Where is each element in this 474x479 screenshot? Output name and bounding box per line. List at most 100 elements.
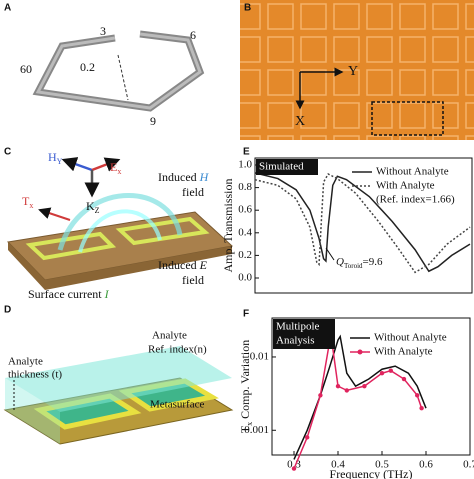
annotation-sub: Toroid bbox=[344, 262, 363, 270]
axis-label: Y bbox=[348, 64, 358, 79]
x-tick-label: 0.6 bbox=[419, 459, 433, 471]
annotation-suffix: =9.6 bbox=[363, 256, 383, 268]
y-tick-label: 0.6 bbox=[238, 204, 252, 216]
dim: 9 bbox=[150, 114, 156, 128]
e-sub: x bbox=[117, 167, 121, 176]
e-arrow bbox=[91, 157, 121, 172]
panel-b: B Y X bbox=[240, 0, 474, 140]
i-symbol: I bbox=[104, 287, 110, 301]
series-line bbox=[254, 172, 471, 273]
y-tick-label: 0.2 bbox=[238, 249, 252, 261]
series-marker bbox=[419, 406, 424, 411]
t-sub: x bbox=[29, 201, 33, 210]
h-symbol: H bbox=[199, 170, 210, 184]
x-axis-label: Frequency (THz) bbox=[330, 467, 413, 479]
e-symbol: E bbox=[199, 258, 208, 272]
annotation: field bbox=[182, 185, 204, 199]
axis-label: X bbox=[295, 114, 305, 129]
x-tick-label: 0.7 bbox=[463, 459, 474, 471]
charts: 0.0 0.2 0.4 0.6 0.8 1.0 Without Analyte With An… bbox=[221, 157, 474, 479]
y-label-sub: x bbox=[245, 422, 254, 426]
induced: Induced bbox=[158, 258, 197, 272]
series-marker bbox=[415, 393, 420, 398]
panel-label: F bbox=[243, 309, 249, 320]
induced: Induced bbox=[158, 170, 197, 184]
annotation-main: Q bbox=[336, 256, 344, 268]
panel-label: A bbox=[4, 3, 11, 14]
legend-marker bbox=[357, 349, 363, 355]
dim: 60 bbox=[20, 62, 32, 76]
legend-label: With Analyte bbox=[374, 346, 433, 358]
annotation: Induced E bbox=[158, 258, 208, 272]
dim: 0.2 bbox=[80, 60, 95, 74]
plot-frame bbox=[271, 317, 471, 456]
x-tick-label: 0.5 bbox=[375, 459, 389, 471]
y-tick-label: 0.4 bbox=[238, 226, 252, 238]
chart-title: Analysis bbox=[276, 335, 315, 347]
chart-title: Simulated bbox=[259, 161, 304, 173]
annotation-pointer bbox=[325, 247, 335, 261]
y-axis-label: Amp. Transmission bbox=[221, 178, 235, 272]
resonator bbox=[25, 216, 210, 261]
y-label-rest: Comp. Variation bbox=[238, 340, 252, 422]
dim: 6 bbox=[190, 28, 196, 42]
plot-frame bbox=[254, 157, 473, 294]
series-marker bbox=[344, 388, 349, 393]
k: K bbox=[86, 199, 95, 213]
annotation: Metasurface bbox=[150, 399, 204, 411]
field-loop bbox=[57, 192, 183, 251]
selection bbox=[371, 101, 444, 136]
h-arrow bbox=[61, 157, 93, 172]
series-line bbox=[293, 337, 423, 469]
analyte-layer bbox=[5, 346, 232, 412]
annotation: Induced H bbox=[158, 170, 210, 184]
panel-d: D Analyte thickness (t) Analyte Ref. ind… bbox=[3, 305, 234, 445]
field-loop bbox=[78, 209, 162, 253]
panel-label: D bbox=[4, 305, 11, 316]
legend-label: Without Analyte bbox=[374, 332, 447, 344]
annotation: QToroid=9.6 bbox=[336, 256, 383, 270]
legend-label: Without Analyte bbox=[376, 166, 449, 178]
legend-label: With Analyte bbox=[376, 180, 435, 192]
title-box bbox=[256, 159, 318, 175]
x-tick-label: 0.3 bbox=[287, 459, 301, 471]
analyte-side bbox=[5, 378, 60, 444]
annotation: Analyte bbox=[8, 356, 43, 368]
dim: 3 bbox=[100, 24, 106, 38]
x-tick-label: 0.4 bbox=[331, 459, 345, 471]
t-label: Tx bbox=[22, 194, 33, 211]
series-marker bbox=[401, 376, 407, 382]
series-marker bbox=[388, 368, 393, 373]
t-arrow bbox=[38, 207, 71, 221]
series-marker bbox=[318, 393, 323, 398]
series-marker bbox=[291, 466, 297, 471]
series-marker bbox=[379, 371, 385, 376]
substrate-side bbox=[8, 242, 232, 290]
panel-label: B bbox=[244, 3, 251, 14]
surface-current: Surface current bbox=[28, 287, 102, 301]
t: T bbox=[22, 194, 30, 208]
y-axis-label: Tx Comp. Variation bbox=[238, 340, 255, 433]
annotation: Analyte bbox=[152, 330, 187, 342]
panel-a: A 3 6 60 0.2 9 bbox=[4, 3, 205, 128]
y-tick-label: 1.0 bbox=[238, 159, 252, 171]
panel-label: E bbox=[243, 147, 250, 158]
legend-note: (Ref. index=1.66) bbox=[376, 194, 455, 206]
annotation: field bbox=[182, 273, 204, 287]
panel-c: C HY Ex KZ Tx Induced H field Induced E … bbox=[4, 147, 234, 301]
e: E bbox=[110, 160, 117, 174]
y-tick-label: 0.01 bbox=[250, 350, 269, 362]
series-marker bbox=[362, 383, 367, 389]
title-box bbox=[273, 319, 335, 349]
h-sub: Y bbox=[57, 157, 63, 166]
micrograph-pattern bbox=[240, 0, 474, 140]
e-label: Ex bbox=[110, 160, 121, 177]
annotation: thickness (t) bbox=[8, 369, 62, 381]
y-tick-label: 0.0 bbox=[238, 272, 252, 284]
dim-line bbox=[117, 54, 129, 101]
annotation: Surface current I bbox=[28, 287, 110, 301]
series-marker bbox=[305, 435, 310, 440]
series-marker bbox=[335, 383, 341, 389]
panel-label: C bbox=[4, 147, 11, 158]
